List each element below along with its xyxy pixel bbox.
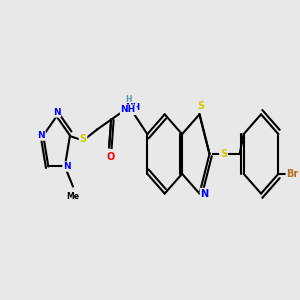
Text: S: S bbox=[197, 101, 204, 111]
Text: H: H bbox=[125, 95, 131, 104]
Text: S: S bbox=[80, 134, 87, 144]
Text: N: N bbox=[38, 131, 45, 140]
Text: NH: NH bbox=[125, 103, 140, 112]
Text: N: N bbox=[53, 108, 60, 117]
Text: S: S bbox=[220, 149, 227, 159]
Text: Me: Me bbox=[66, 192, 80, 201]
Text: NH: NH bbox=[121, 105, 136, 114]
Text: O: O bbox=[106, 152, 114, 162]
Text: N: N bbox=[63, 162, 71, 171]
Text: Br: Br bbox=[286, 169, 298, 179]
Text: N: N bbox=[200, 189, 208, 199]
